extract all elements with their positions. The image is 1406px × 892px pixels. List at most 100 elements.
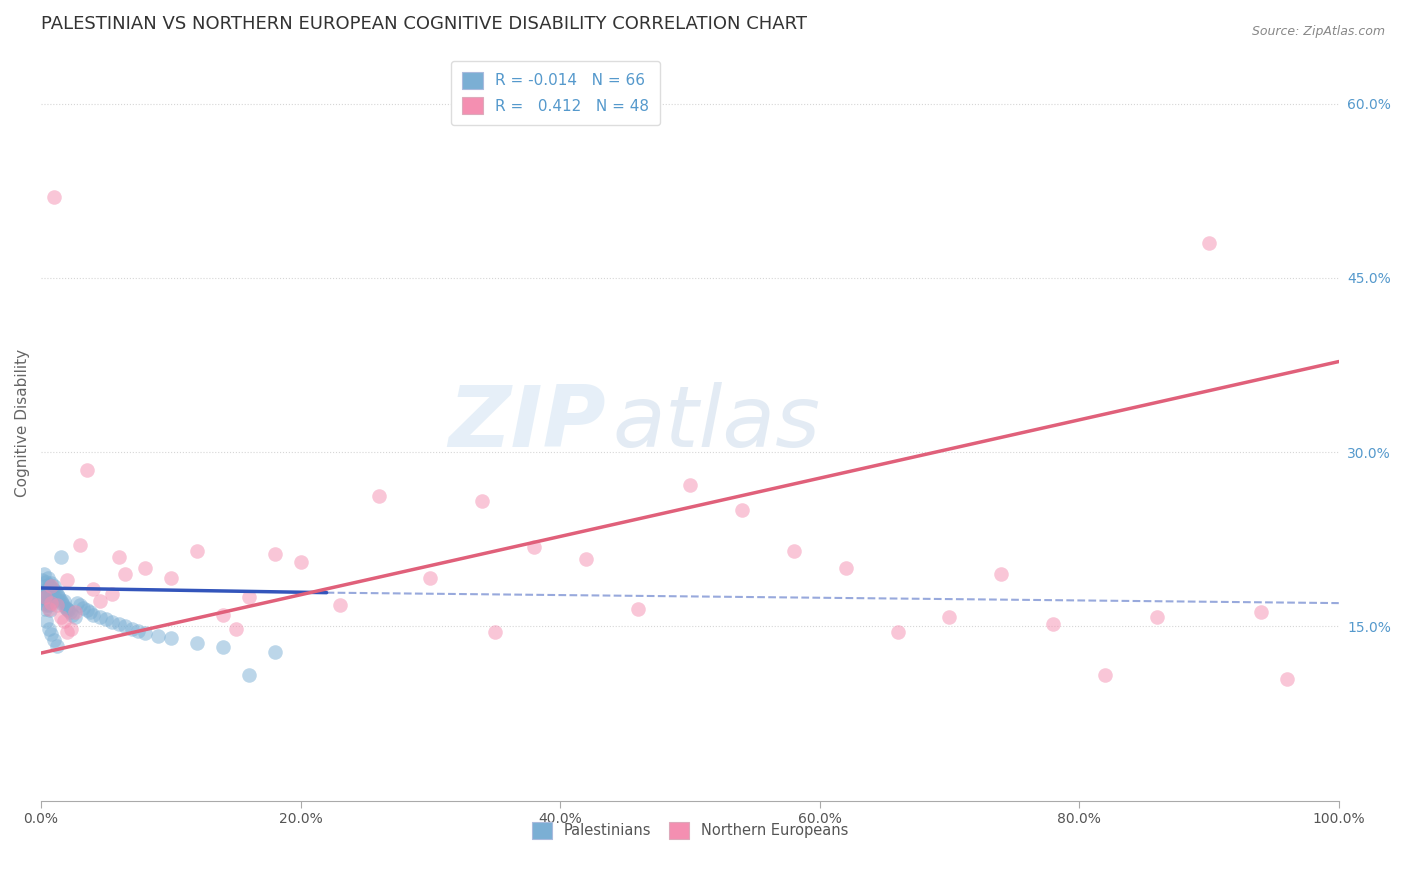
- Point: [89, 594, 111, 608]
- Point: [1146, 610, 1168, 624]
- Point: [211, 640, 233, 655]
- Point: [45, 639, 67, 653]
- Point: [34, 602, 56, 616]
- Point: [94, 612, 117, 626]
- Point: [37, 582, 59, 597]
- Point: [45, 587, 67, 601]
- Point: [41, 576, 63, 591]
- Point: [225, 622, 247, 636]
- Point: [82, 582, 104, 597]
- Point: [731, 503, 754, 517]
- Point: [38, 602, 60, 616]
- Point: [886, 625, 908, 640]
- Point: [42, 633, 65, 648]
- Point: [575, 552, 598, 566]
- Point: [32, 584, 55, 599]
- Point: [35, 587, 58, 601]
- Point: [69, 599, 91, 613]
- Point: [38, 589, 60, 603]
- Point: [82, 607, 104, 622]
- Point: [484, 625, 506, 640]
- Legend: Palestinians, Northern Europeans: Palestinians, Northern Europeans: [524, 814, 855, 847]
- Point: [186, 544, 208, 558]
- Point: [783, 544, 806, 558]
- Point: [471, 494, 494, 508]
- Point: [101, 587, 124, 601]
- Point: [45, 599, 67, 613]
- Point: [41, 579, 63, 593]
- Point: [263, 645, 285, 659]
- Point: [49, 549, 72, 564]
- Point: [55, 600, 77, 615]
- Point: [263, 547, 285, 561]
- Point: [290, 556, 312, 570]
- Point: [63, 606, 86, 620]
- Point: [834, 561, 856, 575]
- Point: [63, 610, 86, 624]
- Point: [31, 591, 53, 605]
- Point: [1250, 606, 1272, 620]
- Point: [53, 614, 76, 628]
- Point: [121, 622, 143, 636]
- Point: [1198, 236, 1220, 251]
- Point: [160, 631, 183, 645]
- Point: [89, 610, 111, 624]
- Point: [329, 599, 352, 613]
- Point: [1094, 668, 1116, 682]
- Point: [160, 570, 183, 584]
- Point: [56, 573, 79, 587]
- Point: [42, 582, 65, 597]
- Point: [32, 596, 55, 610]
- Text: Source: ZipAtlas.com: Source: ZipAtlas.com: [1251, 25, 1385, 38]
- Point: [41, 588, 63, 602]
- Point: [938, 610, 960, 624]
- Text: ZIP: ZIP: [449, 382, 606, 465]
- Point: [367, 489, 389, 503]
- Point: [51, 596, 73, 610]
- Point: [42, 594, 65, 608]
- Point: [34, 579, 56, 593]
- Point: [134, 626, 156, 640]
- Point: [114, 567, 136, 582]
- Point: [46, 589, 69, 603]
- Point: [41, 627, 63, 641]
- Point: [38, 599, 60, 613]
- Point: [72, 600, 94, 615]
- Point: [32, 567, 55, 582]
- Point: [58, 603, 80, 617]
- Point: [39, 603, 62, 617]
- Point: [79, 606, 101, 620]
- Point: [49, 594, 72, 608]
- Point: [44, 584, 66, 599]
- Point: [101, 615, 124, 629]
- Point: [679, 477, 702, 491]
- Point: [41, 596, 63, 610]
- Point: [627, 602, 650, 616]
- Point: [38, 622, 60, 636]
- Point: [108, 549, 131, 564]
- Point: [59, 622, 82, 636]
- Point: [238, 591, 260, 605]
- Point: [34, 591, 56, 605]
- Point: [42, 579, 65, 593]
- Text: atlas: atlas: [612, 382, 820, 465]
- Point: [39, 591, 62, 606]
- Point: [134, 561, 156, 575]
- Point: [59, 606, 82, 620]
- Point: [37, 570, 59, 584]
- Point: [56, 602, 79, 616]
- Point: [48, 591, 70, 606]
- Point: [146, 629, 169, 643]
- Y-axis label: Cognitive Disability: Cognitive Disability: [15, 349, 30, 497]
- Point: [114, 619, 136, 633]
- Point: [52, 599, 75, 613]
- Point: [42, 591, 65, 605]
- Point: [69, 538, 91, 552]
- Point: [49, 610, 72, 624]
- Point: [35, 614, 58, 628]
- Point: [1042, 617, 1064, 632]
- Point: [76, 462, 98, 476]
- Point: [76, 603, 98, 617]
- Point: [523, 541, 546, 555]
- Point: [38, 577, 60, 591]
